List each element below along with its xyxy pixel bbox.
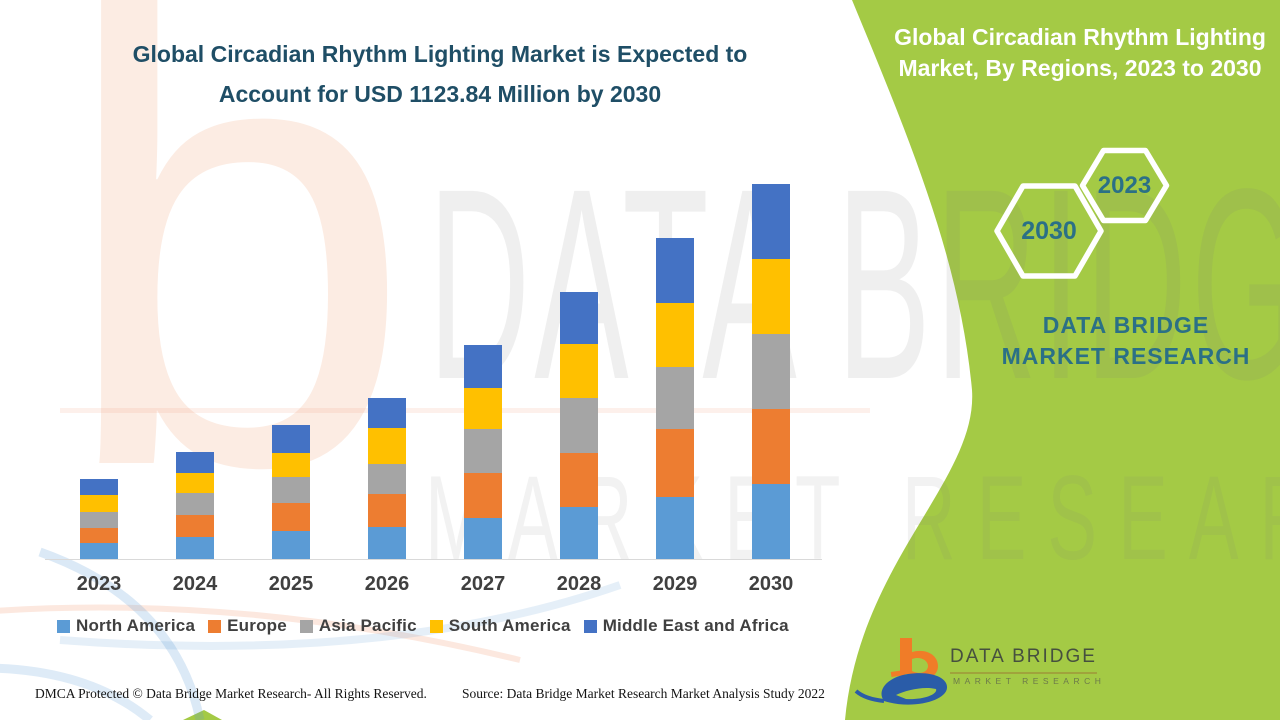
bar-segment-south-america [176, 473, 214, 494]
legend-item-north-america: North America [57, 616, 195, 636]
legend-label: North America [76, 616, 196, 635]
bar-segment-asia-pacific [752, 333, 790, 409]
x-axis-label-2030: 2030 [748, 573, 794, 595]
legend-label: Middle East and Africa [602, 616, 789, 635]
legend-label: Europe [227, 616, 287, 635]
bar-segment-europe [80, 527, 118, 543]
hexagon-label-2030: 2030 [1021, 217, 1077, 245]
bar-segment-north-america [560, 506, 598, 559]
bar-segment-europe [464, 473, 502, 518]
bar-segment-europe [272, 503, 310, 531]
bar-segment-north-america [464, 517, 502, 559]
brand-text: DATA BRIDGE MARKET RESEARCH [1001, 312, 1251, 369]
bar-segment-middle-east-and-africa [464, 344, 502, 388]
bar-segment-south-america [80, 494, 118, 512]
legend-item-asia-pacific: Asia Pacific [299, 616, 417, 636]
bar-segment-middle-east-and-africa [560, 292, 598, 344]
bar-segment-europe [176, 514, 214, 538]
bar-segment-middle-east-and-africa [176, 452, 214, 474]
watermark-b-logo: b [58, 0, 414, 599]
bar-segment-asia-pacific [176, 493, 214, 515]
bar-segment-europe [656, 428, 694, 497]
legend-label: Asia Pacific [318, 616, 417, 635]
bar-segment-asia-pacific [80, 511, 118, 528]
bar-segment-middle-east-and-africa [368, 398, 406, 429]
bar-segment-middle-east-and-africa [272, 424, 310, 454]
bar-segment-middle-east-and-africa [656, 238, 694, 304]
bar-segment-asia-pacific [464, 428, 502, 474]
bar-segment-north-america [176, 537, 214, 559]
legend-swatch-icon [208, 619, 222, 633]
legend-swatch-icon [57, 619, 70, 633]
bar-segment-middle-east-and-africa [752, 184, 790, 259]
bar-segment-south-america [272, 453, 310, 477]
chart-legend: North America Europe Asia Pacific South Ame… [57, 616, 789, 636]
bar-segment-europe [368, 494, 406, 527]
x-axis-label-2028: 2028 [556, 573, 602, 595]
bar-segment-europe [560, 453, 598, 507]
bar-segment-asia-pacific [656, 367, 694, 429]
bar-segment-south-america [464, 387, 502, 429]
x-axis-line [45, 559, 822, 560]
bar-segment-south-america [368, 428, 406, 464]
x-axis-label-2024: 2024 [172, 573, 218, 595]
footer-source-text: Source: Data Bridge Market Research Mark… [462, 686, 825, 701]
legend-swatch-icon [583, 619, 597, 633]
x-axis-label-2029: 2029 [652, 573, 698, 595]
legend-item-europe: Europe [208, 616, 287, 636]
x-axis-label-2023: 2023 [76, 573, 122, 595]
logo-wordmark: DATA BRIDGE [950, 646, 1097, 674]
legend-item-south-america: South America [429, 616, 571, 636]
bar-segment-north-america [368, 526, 406, 559]
bar-segment-north-america [656, 496, 694, 559]
bar-segment-europe [752, 408, 790, 484]
page-title: Global Circadian Rhythm Lighting Market … [132, 41, 748, 107]
x-axis-label-2025: 2025 [268, 573, 314, 595]
bar-segment-middle-east-and-africa [80, 479, 118, 495]
bar-segment-north-america [80, 542, 118, 559]
bar-segment-north-america [752, 483, 790, 559]
bar-segment-asia-pacific [560, 397, 598, 454]
footer-dmca-text: DMCA Protected © Data Bridge Market Rese… [35, 686, 427, 701]
legend-label: South America [448, 616, 571, 635]
hexagon-label-2023: 2023 [1097, 172, 1152, 199]
legend-item-middle-east-and-africa: Middle East and Africa [583, 616, 789, 636]
bar-segment-south-america [560, 343, 598, 398]
x-axis-label-2026: 2026 [364, 573, 410, 595]
bar-segment-south-america [752, 258, 790, 334]
bar-segment-north-america [272, 530, 310, 559]
bar-segment-asia-pacific [368, 463, 406, 495]
logo-tagline: MARKET RESEARCH [953, 676, 1106, 686]
side-panel-title: Global Circadian Rhythm Lighting Market,… [894, 24, 1266, 81]
legend-swatch-icon [429, 619, 443, 633]
bar-segment-south-america [656, 303, 694, 368]
x-axis-label-2027: 2027 [460, 573, 506, 595]
legend-swatch-icon [299, 619, 313, 633]
bar-segment-asia-pacific [272, 476, 310, 504]
